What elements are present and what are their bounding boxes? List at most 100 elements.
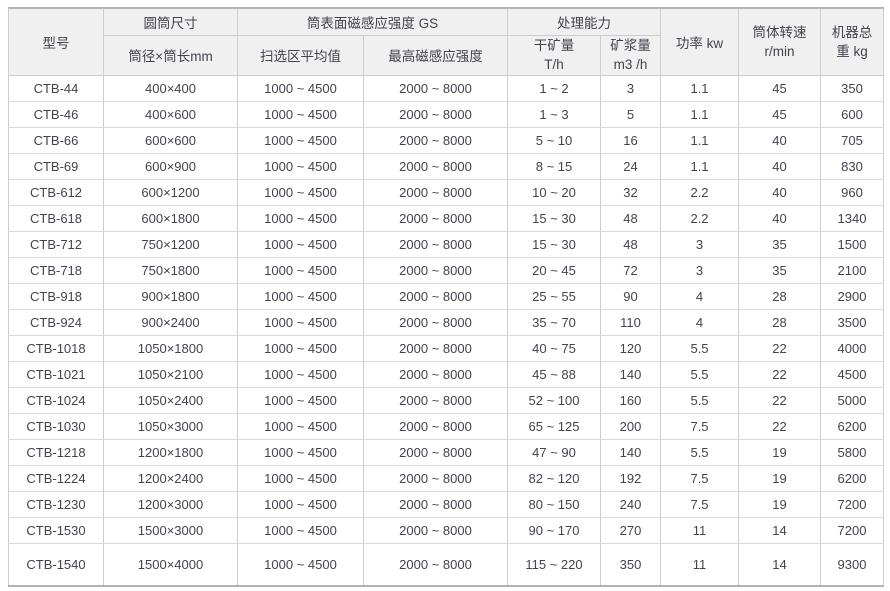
model-cell: CTB-1530 [8,516,104,544]
value-cell: 4000 [820,334,885,362]
value-cell: 65 ~ 125 [507,412,602,440]
value-cell: 1500×3000 [103,516,238,544]
value-cell: 1000 ~ 4500 [237,386,364,414]
value-cell: 400×400 [103,74,238,102]
value-cell: 1000 ~ 4500 [237,178,364,206]
value-cell: 1000 ~ 4500 [237,282,364,310]
header-group-row: 型号 圆筒尺寸 筒表面磁感应强度 GS 处理能力 功率 kw 筒体转速 r/mi… [8,7,885,76]
value-cell: 5.5 [660,438,740,466]
group-header-capacity: 处理能力 [507,7,662,36]
value-cell: 24 [600,152,662,180]
value-cell: 1000 ~ 4500 [237,464,364,492]
value-cell: 270 [600,516,662,544]
model-cell: CTB-618 [8,204,104,232]
value-cell: 48 [600,204,662,232]
value-cell: 400×600 [103,100,238,128]
value-cell: 1000 ~ 4500 [237,152,364,180]
model-cell: CTB-1021 [8,360,104,388]
value-cell: 22 [738,334,822,362]
value-cell: 830 [820,152,885,180]
value-cell: 2000 ~ 8000 [362,464,509,492]
model-cell: CTB-1024 [8,386,104,414]
value-cell: 32 [600,178,662,206]
value-cell: 15 ~ 30 [507,204,602,232]
value-cell: 1000 ~ 4500 [237,334,364,362]
value-cell: 19 [738,490,822,518]
model-cell: CTB-918 [8,282,104,310]
col-header-max-induction: 最高磁感应强度 [362,34,509,76]
value-cell: 7200 [820,490,885,518]
value-cell: 1500 [820,230,885,258]
value-cell: 5.5 [660,386,740,414]
value-cell: 28 [738,282,822,310]
value-cell: 1050×1800 [103,334,238,362]
value-cell: 705 [820,126,885,154]
value-cell: 1.1 [660,100,740,128]
value-cell: 40 [738,178,822,206]
table-body: CTB-44 400×400 1000 ~ 4500 2000 ~ 8000 1 ~ 2… [8,74,885,587]
value-cell: 14 [738,516,822,544]
value-cell: 1000 ~ 4500 [237,204,364,232]
value-cell: 11 [660,542,740,587]
col-header-drum-speed: 筒体转速 r/min [738,7,822,76]
table-row: CTB-1230 1200×3000 1000 ~ 4500 2000 ~ 8000 8… [8,490,885,518]
col-header-drum-dimensions: 筒径×筒长mm [103,34,238,76]
value-cell: 5 ~ 10 [507,126,602,154]
value-cell: 1.1 [660,74,740,102]
table-row: CTB-1030 1050×3000 1000 ~ 4500 2000 ~ 8000 6… [8,412,885,440]
value-cell: 5800 [820,438,885,466]
value-cell: 1000 ~ 4500 [237,490,364,518]
value-cell: 40 [738,126,822,154]
table-row: CTB-69 600×900 1000 ~ 4500 2000 ~ 8000 8 ~ 1… [8,152,885,180]
col-header-dry-ore: 干矿量 T/h [507,34,602,76]
model-cell: CTB-46 [8,100,104,128]
value-cell: 2000 ~ 8000 [362,386,509,414]
table-row: CTB-612 600×1200 1000 ~ 4500 2000 ~ 8000 10 … [8,178,885,206]
group-header-drum-size: 圆筒尺寸 [103,7,238,36]
model-cell: CTB-712 [8,230,104,258]
value-cell: 6200 [820,412,885,440]
value-cell: 15 ~ 30 [507,230,602,258]
value-cell: 900×2400 [103,308,238,336]
value-cell: 1000 ~ 4500 [237,360,364,388]
table-row: CTB-1021 1050×2100 1000 ~ 4500 2000 ~ 8000 4… [8,360,885,388]
value-cell: 2900 [820,282,885,310]
value-cell: 3 [660,230,740,258]
value-cell: 1000 ~ 4500 [237,74,364,102]
value-cell: 2100 [820,256,885,284]
value-cell: 1000 ~ 4500 [237,126,364,154]
model-cell: CTB-1030 [8,412,104,440]
value-cell: 2000 ~ 8000 [362,282,509,310]
value-cell: 48 [600,230,662,258]
value-cell: 4 [660,308,740,336]
value-cell: 2000 ~ 8000 [362,204,509,232]
value-cell: 22 [738,360,822,388]
table-row: CTB-718 750×1800 1000 ~ 4500 2000 ~ 8000 20 … [8,256,885,284]
table-row: CTB-1218 1200×1800 1000 ~ 4500 2000 ~ 8000 4… [8,438,885,466]
table-row: CTB-1530 1500×3000 1000 ~ 4500 2000 ~ 8000 9… [8,516,885,544]
value-cell: 5.5 [660,360,740,388]
value-cell: 2000 ~ 8000 [362,152,509,180]
value-cell: 2000 ~ 8000 [362,230,509,258]
value-cell: 600×900 [103,152,238,180]
value-cell: 2000 ~ 8000 [362,256,509,284]
value-cell: 2000 ~ 8000 [362,308,509,336]
value-cell: 110 [600,308,662,336]
value-cell: 82 ~ 120 [507,464,602,492]
value-cell: 750×1200 [103,230,238,258]
group-header-magnetic-induction: 筒表面磁感应强度 GS [236,7,509,36]
value-cell: 960 [820,178,885,206]
table-row: CTB-46 400×600 1000 ~ 4500 2000 ~ 8000 1 ~ 3… [8,100,885,128]
table-header: 型号 圆筒尺寸 筒表面磁感应强度 GS 处理能力 功率 kw 筒体转速 r/mi… [8,7,885,76]
value-cell: 4 [660,282,740,310]
value-cell: 1200×2400 [103,464,238,492]
value-cell: 2000 ~ 8000 [362,516,509,544]
model-cell: CTB-1230 [8,490,104,518]
value-cell: 600×1800 [103,204,238,232]
col-header-model: 型号 [8,7,104,76]
value-cell: 90 ~ 170 [507,516,602,544]
value-cell: 1200×1800 [103,438,238,466]
table-row: CTB-924 900×2400 1000 ~ 4500 2000 ~ 8000 35 … [8,308,885,336]
